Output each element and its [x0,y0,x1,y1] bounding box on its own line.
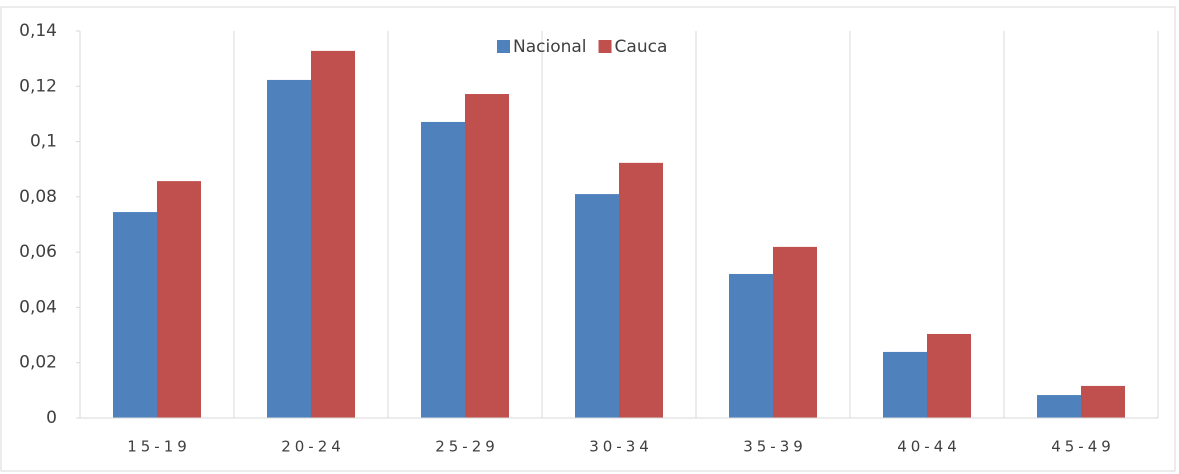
x-tick-label: 35-39 [743,438,807,456]
y-tick-label: 0,12 [19,76,57,96]
bar [575,194,619,418]
y-tick-label: 0,1 [30,132,57,152]
x-tick-label: 40-44 [897,438,961,456]
legend-label: Cauca [615,37,668,57]
bar [773,246,817,418]
x-tick-label: 20-24 [281,438,345,456]
y-tick-label: 0,06 [19,242,57,262]
bar [421,121,465,418]
bar [1037,395,1081,418]
y-tick-label: 0 [46,408,57,428]
y-tick-label: 0,04 [19,297,57,317]
bar [619,162,663,418]
bar [311,50,355,418]
bar [267,79,311,418]
legend-label: Nacional [513,37,587,57]
bar [1081,385,1125,418]
bar [113,212,157,418]
x-tick-label: 45-49 [1051,438,1115,456]
y-tick-label: 0,02 [19,353,57,373]
x-tick-label: 30-34 [589,438,653,456]
bar [883,351,927,418]
y-tick-label: 0,14 [19,21,57,41]
bar [157,181,201,418]
bar [729,273,773,418]
legend-swatch [598,40,612,53]
x-tick-label: 15-19 [127,438,191,456]
y-tick-label: 0,08 [19,187,57,207]
x-tick-label: 25-29 [435,438,499,456]
bar [927,333,971,418]
legend-swatch [497,40,510,53]
bar [465,94,509,419]
